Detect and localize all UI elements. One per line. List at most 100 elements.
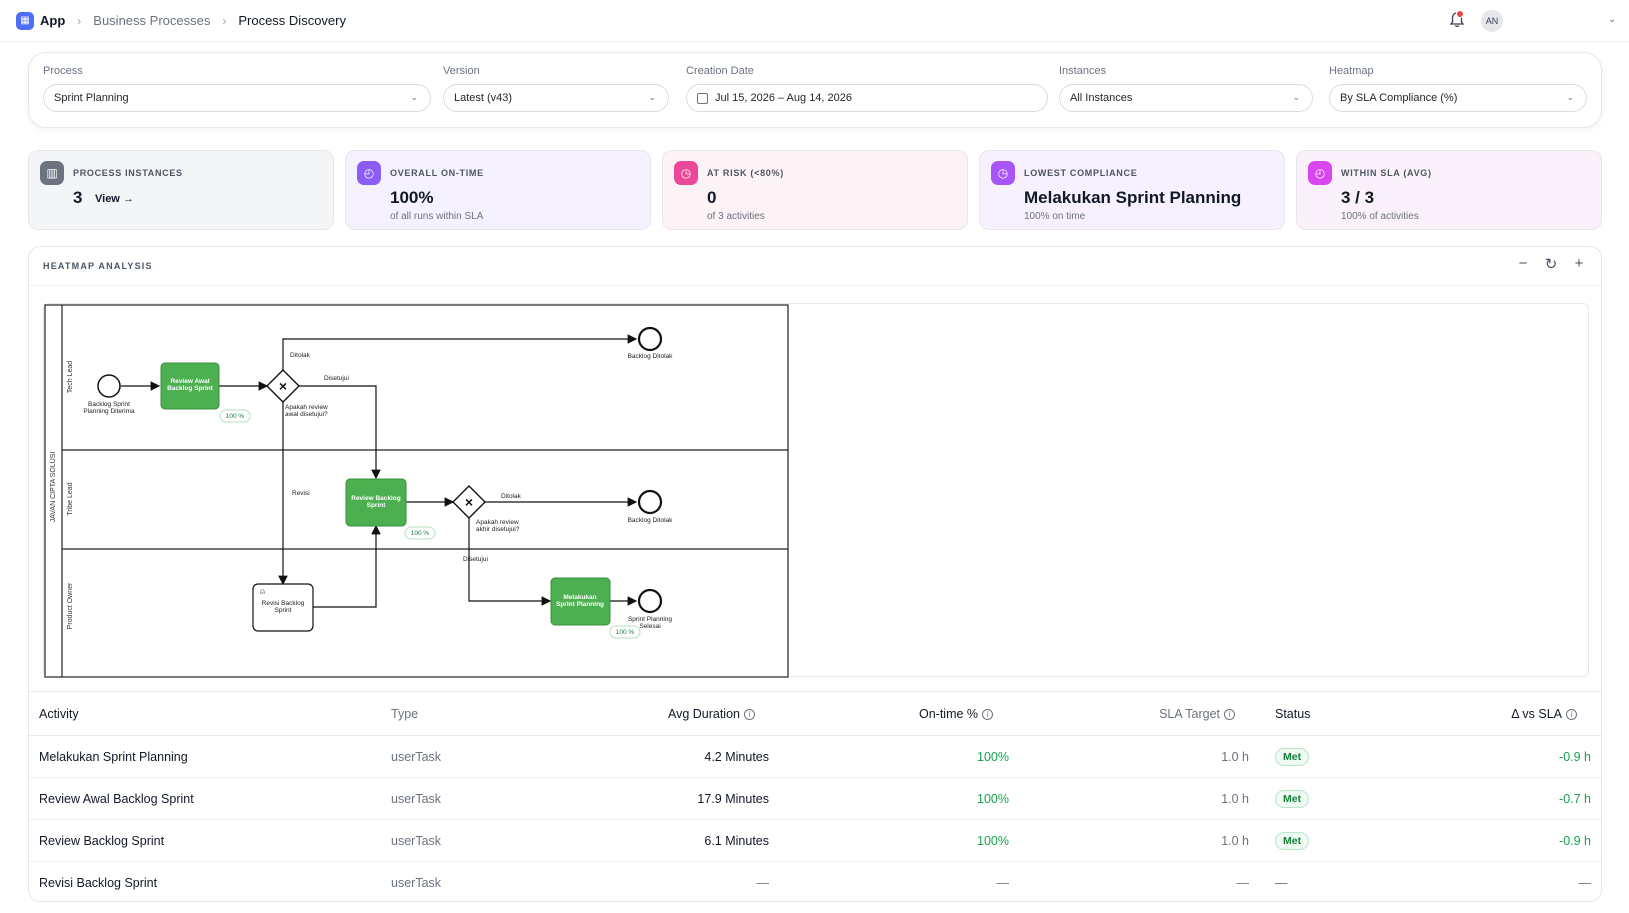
end-event-backlog-ditolak[interactable]: [637, 326, 663, 352]
pool: [44, 304, 789, 678]
kpi-label: OVERALL ON-TIME: [390, 168, 484, 178]
cell-type: userTask: [391, 819, 591, 862]
task-revisi-label: Revisi Backlog Sprint: [262, 600, 305, 614]
instances-select-value: All Instances: [1070, 92, 1133, 104]
col-on-time[interactable]: On-time % i: [773, 691, 1013, 736]
cell-status: —: [1253, 861, 1453, 901]
gateway-1-label: Apakah review awal disetujui?: [285, 404, 328, 418]
compliance-badge-text: 100 %: [411, 530, 430, 537]
flow-label-ditolak: Ditolak: [501, 493, 522, 500]
filter-bar: Process Sprint Planning ⌄ Version Latest…: [28, 52, 1602, 128]
cell-delta: -0.7 h: [1453, 777, 1601, 820]
task-review-backlog[interactable]: [345, 478, 407, 527]
version-filter: Version Latest (v43) ⌄: [443, 65, 669, 112]
col-type[interactable]: Type: [391, 691, 591, 736]
kpi-value: 100%: [390, 188, 434, 207]
zoom-out-icon[interactable]: −: [1518, 255, 1528, 272]
info-icon[interactable]: i: [744, 708, 755, 720]
kpi-overall-on-time: ◴ OVERALL ON-TIME 100% of all runs withi…: [345, 150, 651, 230]
end-event-label: Backlog Ditolak: [628, 353, 674, 360]
gateway-x-icon: ×: [279, 378, 287, 394]
info-icon[interactable]: i: [1224, 708, 1235, 720]
flow-label-ditolak: Ditolak: [290, 352, 311, 359]
cell-activity: Review Backlog Sprint: [29, 819, 391, 862]
reset-zoom-icon[interactable]: ↻: [1544, 256, 1558, 273]
version-select-value: Latest (v43): [454, 92, 513, 104]
start-event[interactable]: [97, 374, 121, 398]
creation-date-label: Creation Date: [686, 65, 754, 77]
app-grid-icon[interactable]: ▦: [16, 11, 34, 30]
flow-label-disetujui: Disetujui: [463, 556, 488, 563]
kpi-value: 3 / 3: [1341, 188, 1375, 207]
process-select-value: Sprint Planning: [54, 92, 129, 104]
col-avg-duration[interactable]: Avg Duration i: [591, 691, 773, 736]
exclusive-gateway-2[interactable]: [452, 485, 486, 519]
zoom-controls: − ↻ +: [1515, 255, 1587, 275]
end-event-backlog-ditolak[interactable]: [637, 489, 663, 515]
task-melakukan-sprint-planning[interactable]: [550, 577, 611, 626]
col-sla-target[interactable]: SLA Target i: [1013, 691, 1253, 736]
creation-date-filter: Creation Date Jul 15, 2026 – Aug 14, 202…: [686, 65, 1048, 112]
kpi-value: Melakukan Sprint Planning: [1024, 188, 1242, 207]
col-activity[interactable]: Activity: [29, 691, 391, 736]
top-bar: ▦ App › Business Processes › Process Dis…: [0, 0, 1629, 42]
task-review-awal[interactable]: [160, 362, 220, 410]
kpi-at-risk: ◷ AT RISK (<80%) 0 of 3 activities: [662, 150, 968, 230]
breadcrumb-separator-icon: ›: [77, 13, 82, 28]
breadcrumb-business-processes[interactable]: Business Processes: [93, 13, 211, 28]
col-status[interactable]: Status: [1253, 691, 1453, 736]
table-row[interactable]: Review Awal Backlog Sprint userTask 17.9…: [29, 777, 1601, 820]
status-badge: Met: [1275, 831, 1310, 850]
table-row[interactable]: Melakukan Sprint Planning userTask 4.2 M…: [29, 735, 1601, 778]
lane-label-product-owner: Product Owner: [67, 582, 74, 629]
heatmap-analysis-card: HEATMAP ANALYSIS − ↻ + JAVAN CIPTA SOLUS…: [28, 246, 1602, 902]
zoom-in-icon[interactable]: +: [1574, 255, 1584, 272]
cell-on-time: 100%: [773, 777, 1013, 820]
table-row[interactable]: Revisi Backlog Sprint userTask — — — — —: [29, 861, 1601, 901]
process-filter: Process Sprint Planning ⌄: [43, 65, 431, 112]
info-icon[interactable]: i: [982, 708, 994, 720]
end-event-sprint-planning-selesai[interactable]: [637, 588, 663, 614]
task-review-awal-label: Review Awal Backlog Sprint: [167, 378, 214, 392]
chevron-down-icon[interactable]: ⌄: [1608, 14, 1617, 25]
gateway-x-icon: ×: [465, 494, 473, 510]
cell-sla-target: 1.0 h: [1013, 777, 1253, 820]
cell-avg-duration: 17.9 Minutes: [591, 777, 773, 820]
user-avatar[interactable]: AN: [1481, 10, 1503, 32]
table-header-row: Activity Type Avg Duration i On-time % i S…: [29, 691, 1601, 736]
heatmap-select[interactable]: By SLA Compliance (%) ⌄: [1329, 84, 1587, 112]
clock-icon: ◴: [357, 161, 381, 185]
kpi-lowest-compliance: ◷ LOWEST COMPLIANCE Melakukan Sprint Pla…: [979, 150, 1285, 230]
task-revisi-backlog[interactable]: [252, 583, 314, 632]
exclusive-gateway-1[interactable]: [266, 369, 300, 403]
view-instances-link[interactable]: View →: [95, 193, 134, 205]
breadcrumb-app[interactable]: App: [40, 13, 66, 28]
kpi-sub: of 3 activities: [707, 211, 765, 222]
info-icon[interactable]: i: [1566, 708, 1577, 720]
cell-avg-duration: —: [591, 861, 773, 901]
chevron-down-icon: ⌄: [1292, 92, 1300, 102]
calendar-icon: [697, 92, 708, 104]
version-select[interactable]: Latest (v43) ⌄: [443, 84, 669, 112]
bpmn-diagram: JAVAN CIPTA SOLUSI Tech Lead Tribe Lead …: [44, 304, 789, 678]
heatmap-select-value: By SLA Compliance (%): [1340, 92, 1458, 104]
task-melakukan-label: Melakukan Sprint Planning: [556, 594, 604, 608]
kpi-sub: of all runs within SLA: [390, 211, 484, 222]
kpi-sub: 100% on time: [1024, 211, 1086, 222]
col-delta-vs-sla[interactable]: Δ vs SLA i: [1453, 691, 1601, 736]
breadcrumb-separator-icon: ›: [222, 13, 227, 28]
cell-sla-target: 1.0 h: [1013, 819, 1253, 862]
cell-avg-duration: 4.2 Minutes: [591, 735, 773, 778]
cell-activity: Melakukan Sprint Planning: [29, 735, 391, 778]
table-row[interactable]: Review Backlog Sprint userTask 6.1 Minut…: [29, 819, 1601, 862]
bpmn-canvas[interactable]: JAVAN CIPTA SOLUSI Tech Lead Tribe Lead …: [43, 303, 1589, 678]
instances-select[interactable]: All Instances ⌄: [1059, 84, 1313, 112]
kpi-value: 3: [73, 188, 83, 207]
kpi-label: PROCESS INSTANCES: [73, 168, 183, 178]
process-filter-label: Process: [43, 65, 83, 77]
process-select[interactable]: Sprint Planning ⌄: [43, 84, 431, 112]
cell-on-time: 100%: [773, 735, 1013, 778]
date-range-picker[interactable]: Jul 15, 2026 – Aug 14, 2026: [686, 84, 1048, 112]
compliance-badge-text: 100 %: [616, 629, 635, 636]
flow-label-revisi: Revisi: [292, 490, 310, 497]
